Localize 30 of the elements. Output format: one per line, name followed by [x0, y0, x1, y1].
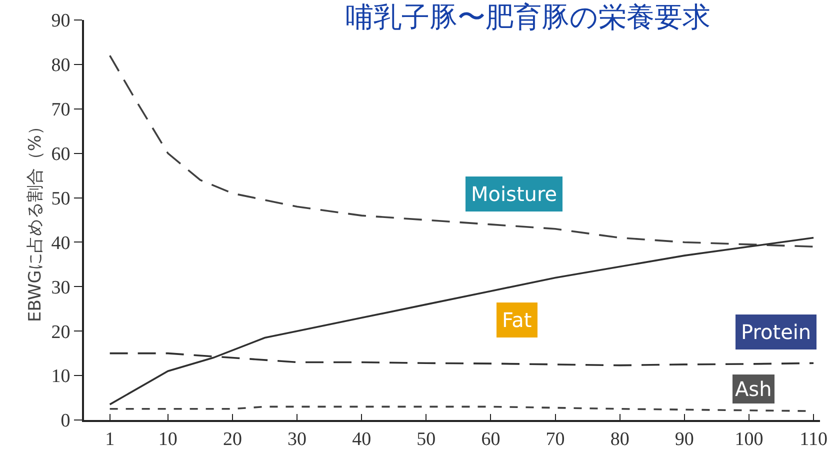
x-tick-label: 30	[288, 428, 307, 450]
y-tick-label: 30	[51, 277, 70, 298]
y-tick-label: 0	[60, 410, 70, 432]
y-tick-label: 10	[51, 366, 70, 388]
x-tick-label: 100	[734, 428, 764, 450]
x-tick-label: 20	[222, 428, 242, 450]
x-tick-label: 1	[105, 428, 115, 450]
x-tick-label: 70	[546, 428, 565, 450]
x-tick-label: 90	[674, 428, 694, 450]
series-label: Ash	[735, 377, 772, 401]
series-label: Protein	[741, 320, 812, 344]
x-tick-label: 80	[610, 428, 630, 450]
line-series	[108, 236, 814, 406]
y-tick-label: 50	[51, 188, 70, 210]
x-tick-label: 110	[800, 428, 828, 450]
line-series	[108, 54, 814, 248]
chart-title: 哺乳子豚〜肥育豚の栄養要求	[345, 0, 710, 34]
y-tick-label: 90	[51, 10, 70, 32]
x-tick-label: 50	[416, 428, 436, 450]
y-tick-label: 40	[51, 232, 70, 254]
series-label: Moisture	[471, 182, 558, 206]
x-tick-label: 40	[352, 428, 372, 450]
y-axis-title: EBWGに占める割合（%）	[25, 118, 46, 322]
y-tick-label: 70	[51, 100, 70, 121]
x-tick-label: 10	[158, 428, 178, 450]
y-tick-label: 60	[51, 144, 70, 165]
x-tick-label: 60	[481, 428, 500, 450]
y-tick-label: 20	[51, 322, 70, 343]
y-tick-label: 80	[51, 55, 70, 76]
series-label: Fat	[502, 308, 532, 332]
